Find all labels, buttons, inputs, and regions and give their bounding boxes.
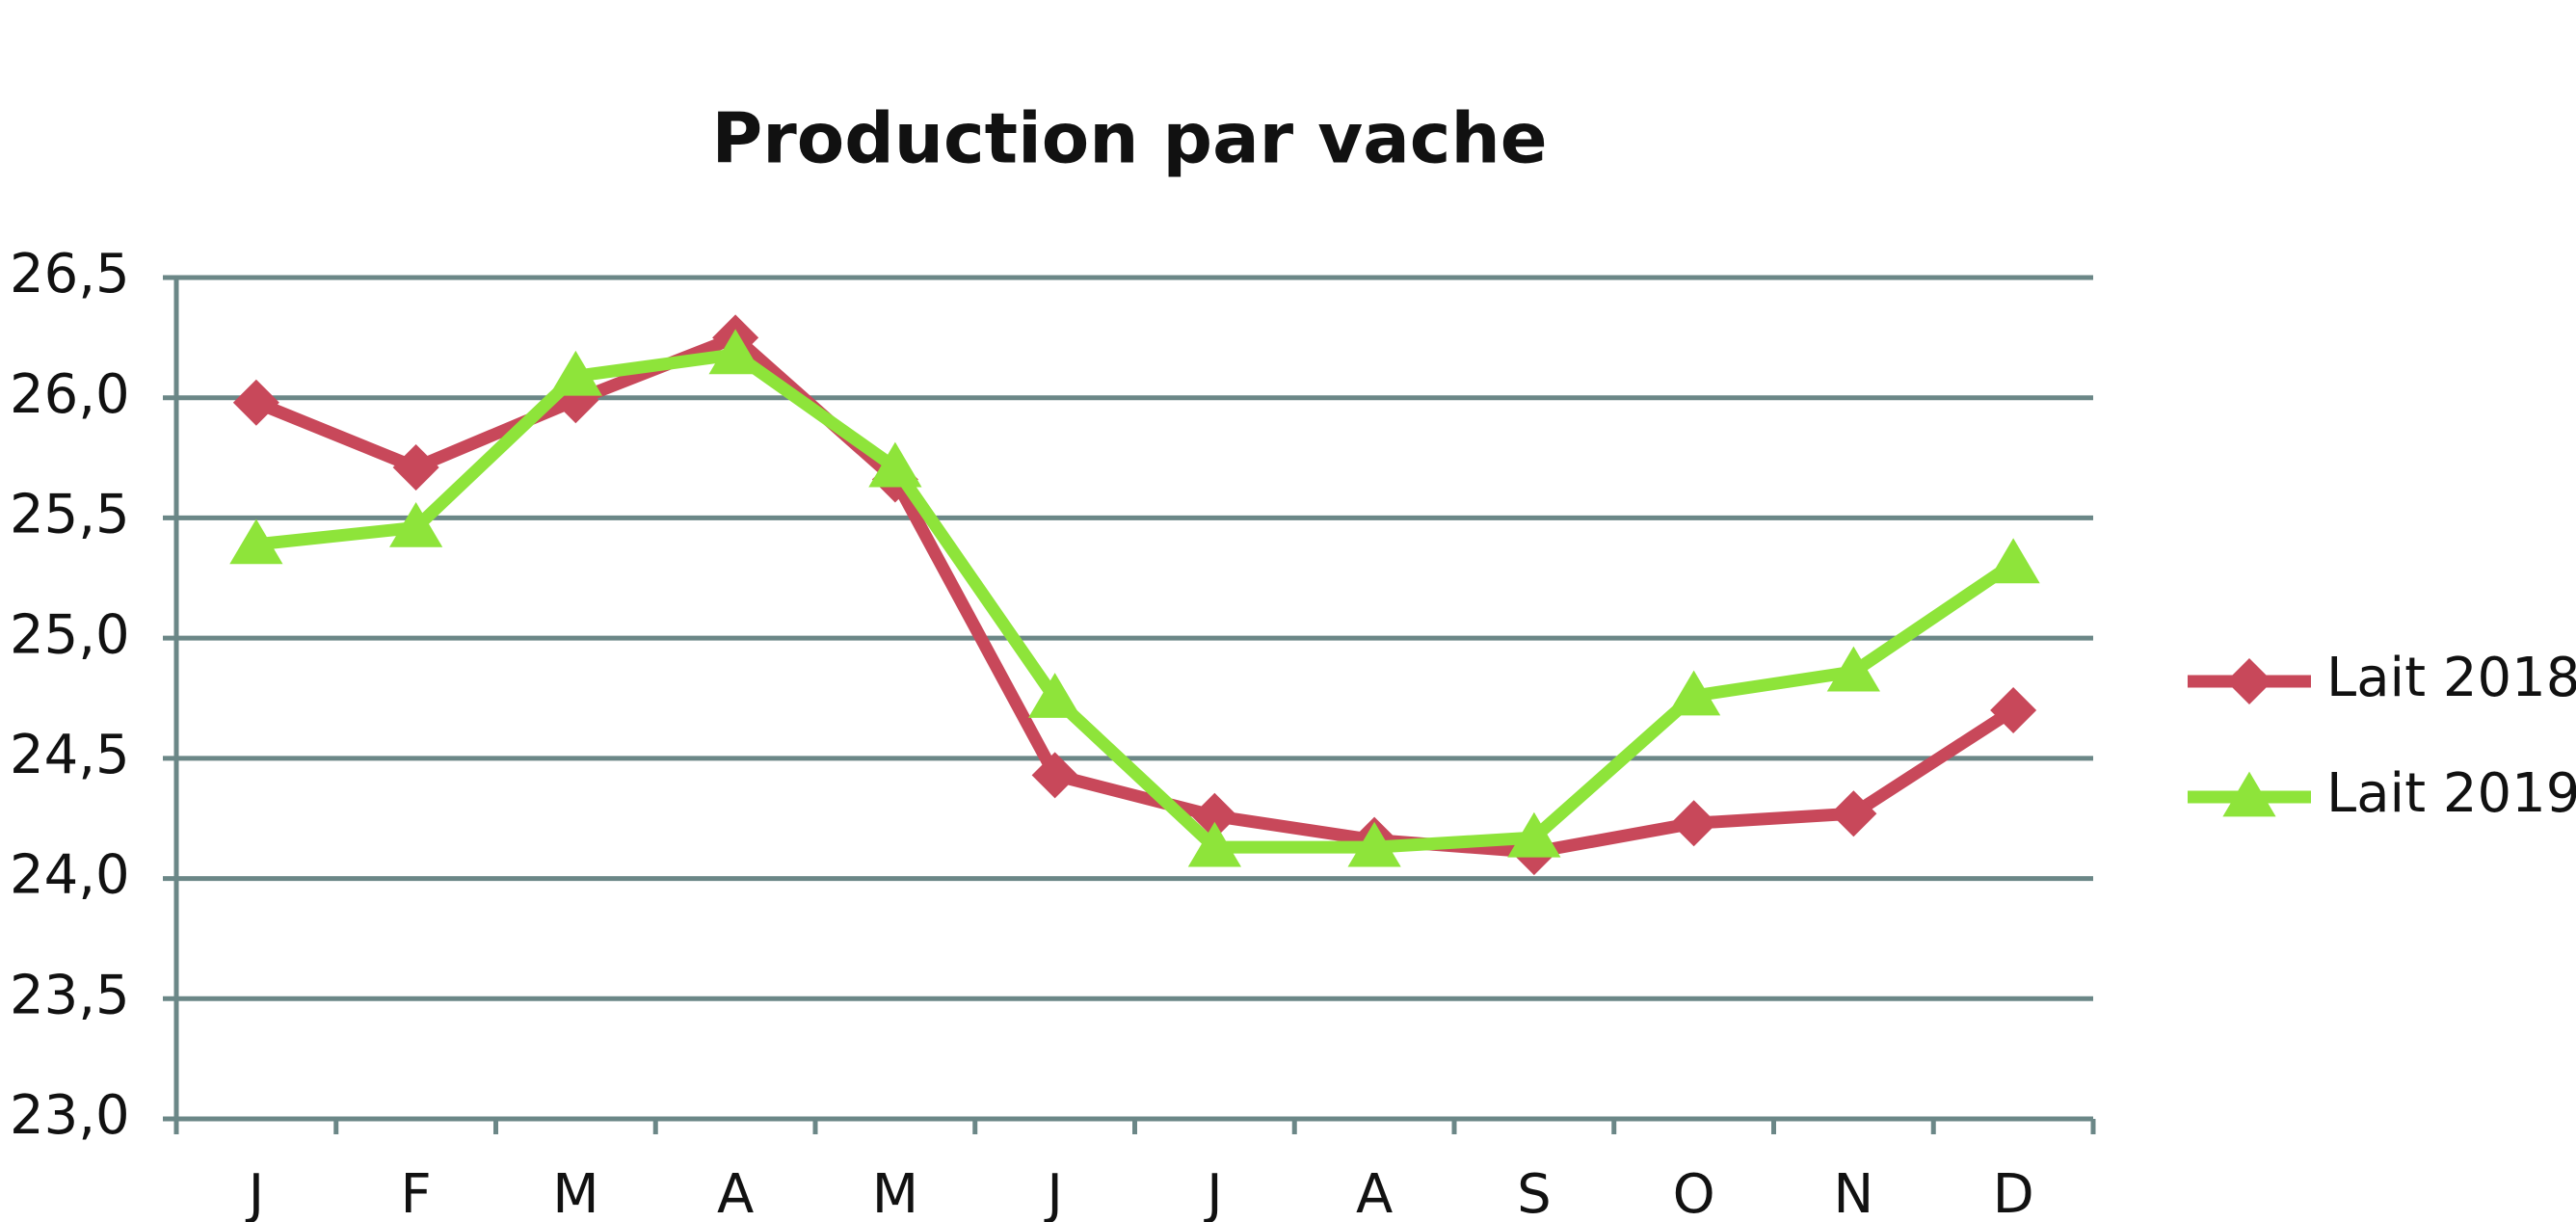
x-tick-label: F: [401, 1163, 432, 1222]
y-tick-label: 24,5: [10, 724, 130, 786]
x-tick-label: A: [717, 1163, 754, 1222]
series-line: [253, 331, 2017, 859]
data-point: [548, 350, 602, 396]
data-point: [1667, 670, 1721, 716]
data-point: [1191, 792, 1238, 839]
x-tick-label: J: [1204, 1163, 1223, 1222]
data-point: [232, 379, 279, 426]
data-point: [1187, 821, 1241, 867]
y-tick-label: 26,5: [10, 243, 130, 306]
legend-label: Lait 2018: [2326, 647, 2576, 709]
y-tick-label: 25,5: [10, 484, 130, 546]
legend-marker: [2222, 771, 2276, 817]
data-point: [1507, 811, 1561, 858]
x-tick-label: S: [1517, 1163, 1552, 1222]
data-point: [1031, 752, 1078, 799]
data-point: [1347, 821, 1401, 867]
x-tick-label: A: [1356, 1163, 1393, 1222]
series-line: [255, 348, 2017, 854]
data-point: [1990, 686, 2037, 733]
data-point: [1028, 673, 1082, 718]
x-tick-label: J: [246, 1163, 265, 1222]
y-tick-label: 25,0: [10, 603, 130, 666]
x-tick-label: M: [552, 1163, 598, 1222]
data-point: [708, 329, 762, 375]
data-point: [1670, 800, 1717, 847]
data-point: [1826, 646, 1880, 692]
y-tick-label: 24,0: [10, 844, 130, 907]
data-point: [229, 518, 283, 565]
x-tick-label: N: [1833, 1163, 1873, 1222]
x-tick-label: O: [1673, 1163, 1715, 1222]
x-tick-label: D: [1993, 1163, 2034, 1222]
chart-title: Production par vache: [711, 98, 1547, 179]
x-tick-label: M: [872, 1163, 918, 1222]
legend-marker: [2226, 658, 2272, 704]
legend-label: Lait 2019: [2326, 762, 2576, 825]
data-point: [389, 502, 443, 547]
x-tick-label: J: [1044, 1163, 1063, 1222]
y-tick-label: 23,0: [10, 1084, 130, 1147]
data-point: [392, 444, 439, 491]
data-point: [1830, 790, 1877, 837]
y-tick-label: 26,0: [10, 363, 130, 426]
y-tick-label: 23,5: [10, 964, 130, 1026]
data-point: [1986, 538, 2040, 584]
data-point: [868, 441, 922, 488]
